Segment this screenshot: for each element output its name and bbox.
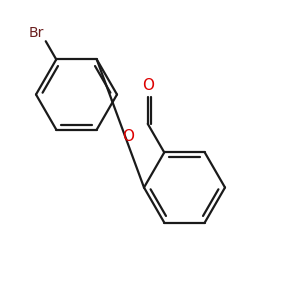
Text: O: O xyxy=(122,129,134,144)
Text: Br: Br xyxy=(29,26,44,40)
Text: O: O xyxy=(142,78,154,93)
